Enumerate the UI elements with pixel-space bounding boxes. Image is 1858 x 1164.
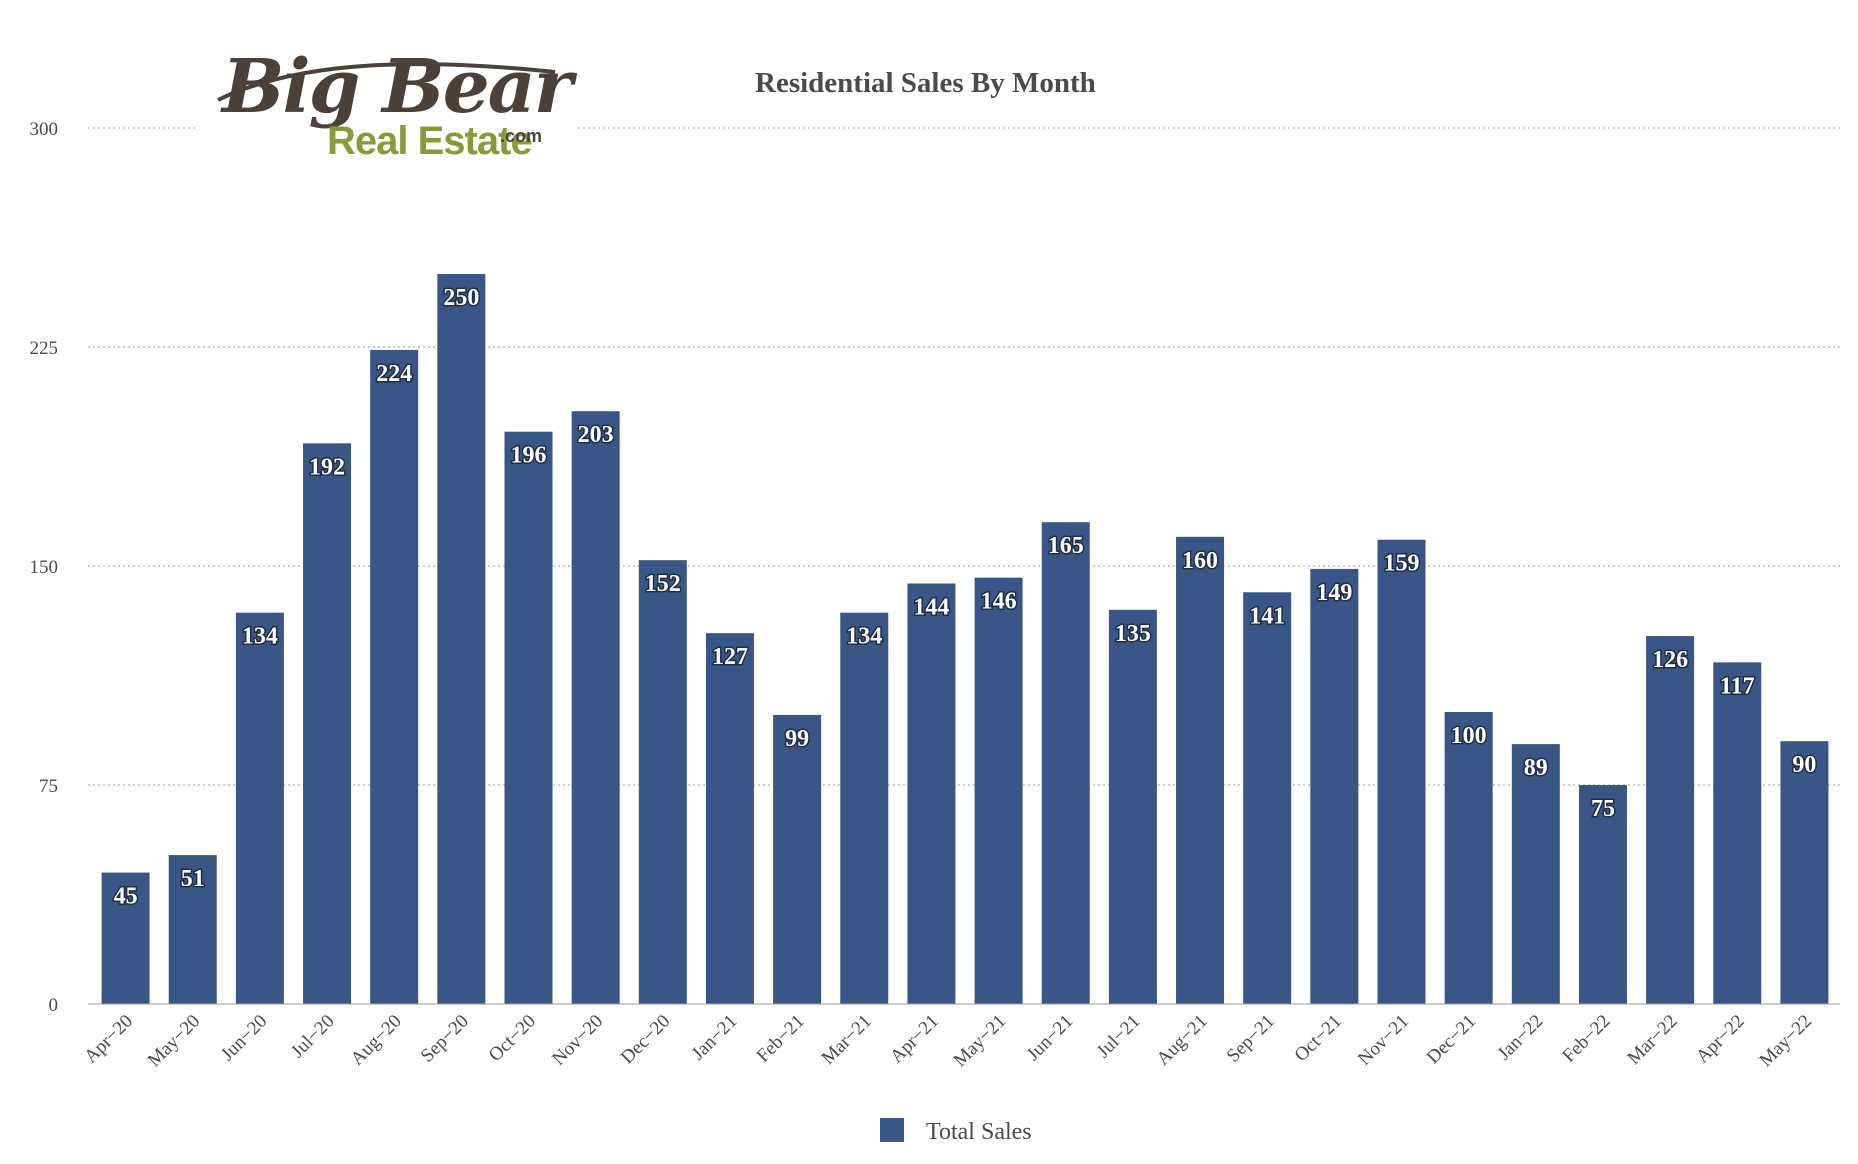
bar xyxy=(1041,522,1090,1004)
bar-value-label: 192 xyxy=(309,454,345,480)
bar-value-label: 127 xyxy=(712,644,748,670)
bar xyxy=(101,872,150,1004)
x-tick-label: Jan−21 xyxy=(688,1011,742,1065)
x-tick-label: Jun−21 xyxy=(1023,1011,1078,1066)
bar xyxy=(303,443,352,1004)
x-tick-label: Jan−22 xyxy=(1494,1011,1548,1065)
bar-value-label: 146 xyxy=(981,589,1017,615)
bar-value-label: 135 xyxy=(1115,621,1151,647)
bar xyxy=(1377,539,1426,1004)
x-tick-label: Mar−21 xyxy=(818,1011,876,1069)
x-tick-label: Nov−21 xyxy=(1354,1011,1413,1070)
legend-label: Total Sales xyxy=(926,1119,1032,1145)
x-tick-label: Dec−21 xyxy=(1423,1011,1480,1068)
x-tick-label: Feb−21 xyxy=(753,1011,809,1067)
x-tick-label: Oct−20 xyxy=(485,1011,540,1066)
y-tick-label: 0 xyxy=(49,995,59,1016)
x-tick-label: Mar−22 xyxy=(1623,1011,1681,1069)
x-tick-label: Jul−20 xyxy=(287,1011,339,1063)
bar xyxy=(1108,609,1157,1004)
bar-value-label: 196 xyxy=(511,443,547,469)
x-tick-label: Apr−20 xyxy=(80,1011,137,1068)
bar xyxy=(1713,662,1762,1004)
bar xyxy=(1646,636,1695,1004)
bar xyxy=(370,349,419,1004)
logo-swoosh xyxy=(217,62,556,102)
bar-value-label: 144 xyxy=(913,595,949,621)
legend: Total Sales xyxy=(880,1118,1032,1145)
logo-text-com: .com xyxy=(500,126,542,146)
bar xyxy=(235,612,284,1004)
bar xyxy=(1511,744,1560,1004)
logo-backdrop xyxy=(198,52,578,162)
bar xyxy=(1780,741,1829,1004)
x-tick-label: Aug−21 xyxy=(1153,1011,1212,1070)
x-tick-label: Dec−20 xyxy=(617,1011,674,1068)
bars xyxy=(101,274,1829,1004)
x-tick-label: Jul−21 xyxy=(1093,1011,1145,1063)
bar-value-label: 45 xyxy=(114,884,138,910)
x-tick-label: Oct−21 xyxy=(1291,1011,1346,1066)
bar xyxy=(1243,592,1292,1004)
bar xyxy=(1444,712,1493,1004)
y-tick-label: 150 xyxy=(30,557,59,578)
bar-value-label: 134 xyxy=(846,624,882,650)
y-tick-label: 300 xyxy=(30,119,59,140)
x-tick-label: Apr−21 xyxy=(886,1011,943,1068)
bar-value-label: 51 xyxy=(181,866,205,892)
y-tick-label: 225 xyxy=(30,338,59,359)
x-tick-label: Feb−22 xyxy=(1558,1011,1614,1067)
legend-swatch xyxy=(880,1118,904,1142)
x-tick-label: Sep−20 xyxy=(417,1011,473,1067)
bar-value-label: 152 xyxy=(645,571,681,597)
bar xyxy=(571,411,620,1004)
bar xyxy=(907,583,956,1004)
bar xyxy=(504,431,553,1004)
x-axis-ticks: Apr−20 May−20 Jun−20 Jul−20 Aug−20 Sep−20 Oct−… xyxy=(80,1011,1816,1071)
bar-value-label: 165 xyxy=(1048,533,1084,559)
bar-value-label: 89 xyxy=(1524,755,1548,781)
x-tick-label: May−21 xyxy=(950,1011,1010,1071)
bar-value-label: 160 xyxy=(1182,548,1218,574)
x-tick-label: Sep−21 xyxy=(1223,1011,1279,1067)
bar xyxy=(705,633,754,1004)
bar-value-label: 117 xyxy=(1720,673,1755,699)
x-tick-label: Aug−20 xyxy=(347,1011,406,1070)
y-tick-label: 75 xyxy=(39,776,58,797)
x-tick-label: May−20 xyxy=(144,1011,204,1071)
bar xyxy=(638,560,687,1004)
logo-text-big-bear: Big Bear xyxy=(220,44,578,130)
bar-value-labels: 45 51 134 192 224 250 196 203 152 127 99 134 144 146 1… xyxy=(112,284,1818,912)
bar-value-label: 75 xyxy=(1591,796,1615,822)
bar xyxy=(974,577,1023,1004)
y-axis-ticks: 0 75 150 225 300 xyxy=(30,119,59,1016)
bar-value-label: 250 xyxy=(443,285,479,311)
bar xyxy=(840,612,889,1004)
bar xyxy=(168,855,217,1004)
bar-value-label: 100 xyxy=(1451,723,1487,749)
bar-value-label: 134 xyxy=(242,624,278,650)
x-tick-label: Apr−22 xyxy=(1692,1011,1749,1068)
x-tick-label: Nov−20 xyxy=(548,1011,607,1070)
logo-text-real-estate: Real Estate xyxy=(327,119,532,163)
bar-value-label: 90 xyxy=(1792,752,1816,778)
bar xyxy=(1176,536,1225,1004)
bar-value-label: 149 xyxy=(1316,580,1352,606)
bar xyxy=(437,274,486,1004)
bar-value-label: 224 xyxy=(376,361,412,387)
bar-value-label: 159 xyxy=(1384,551,1420,577)
x-tick-label: May−22 xyxy=(1755,1011,1815,1071)
chart-title: Residential Sales By Month xyxy=(755,67,1096,99)
company-logo: Big Bear Real Estate .com xyxy=(198,44,580,163)
bar xyxy=(1310,568,1359,1004)
bar-value-label: 203 xyxy=(578,422,614,448)
bar-value-label: 141 xyxy=(1249,603,1285,629)
x-tick-label: Jun−20 xyxy=(217,1011,272,1066)
bar-value-label: 99 xyxy=(785,726,809,752)
bar-value-label: 126 xyxy=(1652,647,1688,673)
bar xyxy=(773,714,822,1004)
bar xyxy=(1578,785,1627,1004)
